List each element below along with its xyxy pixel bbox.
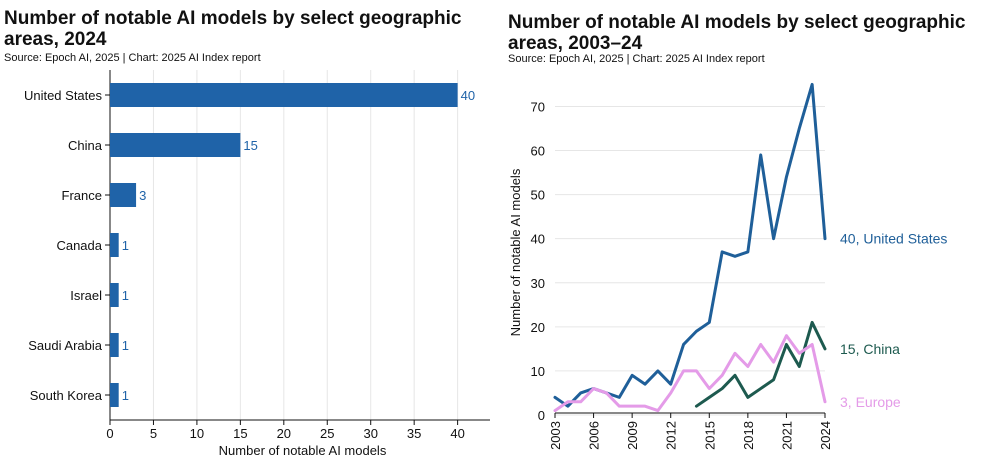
y-tick-label: Israel [70,288,102,303]
y-tick-label: 60 [531,144,545,159]
x-tick-label: 35 [407,426,421,441]
right-chart-title: Number of notable AI models by select ge… [508,12,998,54]
x-axis-label: Number of notable AI models [219,443,387,458]
y-tick-label: 50 [531,188,545,203]
line-chart: 0 10 20 30 40 50 60 70 2003 2006 2009 2012 2015 2018 2… [508,82,947,450]
left-chart-source: Source: Epoch AI, 2025 | Chart: 2025 AI … [4,52,261,64]
series-end-label: 40, United States [840,231,947,247]
bar [110,233,119,257]
x-tick-label: 2012 [664,421,679,450]
bar-value-label: 1 [122,288,129,303]
y-tick-label: South Korea [30,388,103,403]
series-line-china [694,320,827,408]
y-tick-label: 70 [531,99,545,114]
bar-value-label: 1 [122,388,129,403]
y-tick-label: 20 [531,320,545,335]
series-line-europe [553,334,827,413]
x-tick-label: 2024 [818,421,833,450]
x-tick-label: 10 [190,426,204,441]
bar-value-label: 1 [122,238,129,253]
x-tick-label: 0 [106,426,113,441]
x-tick-label: 2018 [741,421,756,450]
series-line-united-states [553,82,827,408]
x-tick-label: 2006 [587,421,602,450]
bar-value-label: 15 [243,138,257,153]
right-chart-title-line-1: Number of notable AI models by select ge… [508,12,966,33]
x-tick-label: 2015 [702,421,717,450]
y-tick-label: Saudi Arabia [28,338,102,353]
left-chart-panel: Number of notable AI models by select ge… [4,8,494,458]
bar-value-label: 1 [122,338,129,353]
y-tick-label: Canada [56,238,102,253]
y-tick-label: 10 [531,364,545,379]
right-chart-title-line-2: areas, 2003–24 [508,33,643,54]
y-tick-label: 30 [531,276,545,291]
x-tick-label: 25 [320,426,334,441]
bar-value-label: 3 [139,188,146,203]
left-chart-title-line-2: areas, 2024 [4,29,107,50]
bar [110,383,119,407]
x-tick-label: 2021 [779,421,794,450]
y-tick-label: 0 [538,408,545,423]
y-tick-label: China [68,138,103,153]
left-chart-title-line-1: Number of notable AI models by select ge… [4,8,462,29]
y-axis-label: Number of notable AI models [508,168,523,336]
y-tick-label: United States [24,88,103,103]
bar [110,283,119,307]
x-tick-label: 2003 [548,421,563,450]
bar-value-label: 40 [461,88,475,103]
x-tick-label: 40 [450,426,464,441]
series-end-label: 15, China [840,341,900,357]
y-tick-label: France [62,188,102,203]
series-end-label: 3, Europe [840,394,901,410]
left-chart-title: Number of notable AI models by select ge… [4,8,494,50]
x-tick-label: 15 [233,426,247,441]
x-tick-label: 20 [277,426,291,441]
y-tick-label: 40 [531,232,545,247]
bar-chart: 0 5 10 15 20 25 30 35 40 United States 40 China 15 Fr… [24,70,490,458]
right-chart-source: Source: Epoch AI, 2025 | Chart: 2025 AI … [508,53,765,65]
x-tick-label: 30 [363,426,377,441]
bar [110,83,458,107]
bar [110,133,241,157]
bar [110,183,137,207]
bar [110,333,119,357]
x-tick-label: 2009 [625,421,640,450]
right-chart-panel: Number of notable AI models by select ge… [500,0,1000,462]
x-tick-label: 5 [150,426,157,441]
